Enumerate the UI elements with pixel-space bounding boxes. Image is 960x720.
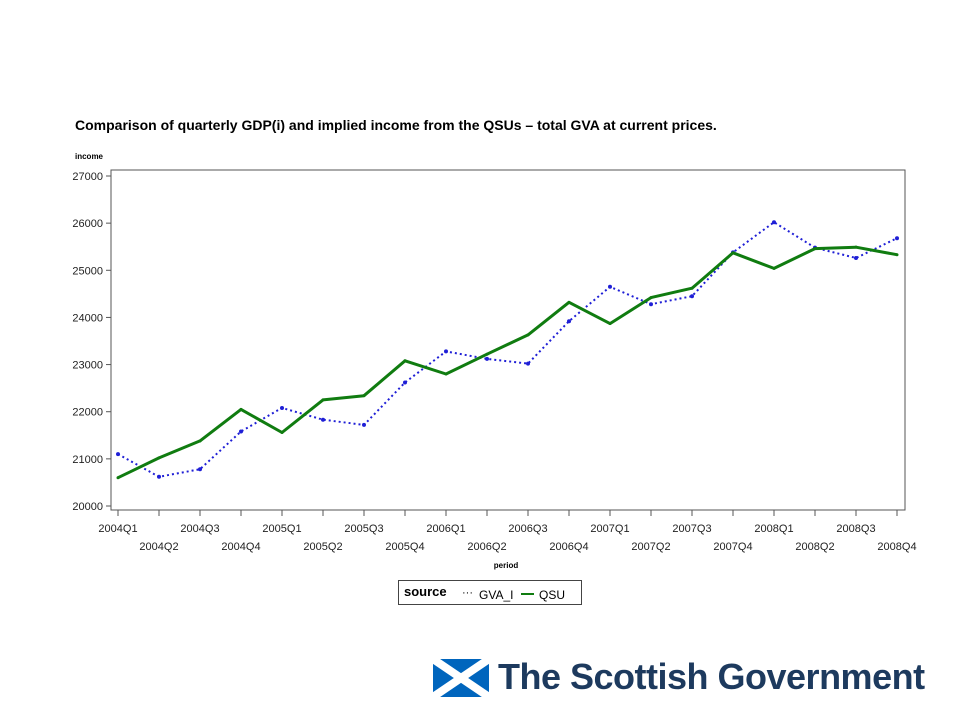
data-point-qsu	[198, 439, 202, 443]
y-axis-label: income	[75, 152, 104, 161]
scottish-government-logo: The Scottish Government	[433, 655, 925, 703]
data-point-gva-i	[567, 319, 571, 324]
x-tick-label: 2004Q4	[221, 541, 260, 553]
data-point-gva-i	[280, 405, 284, 410]
data-point-gva-i	[608, 284, 612, 289]
data-point-gva-i	[895, 236, 899, 241]
data-point-qsu	[813, 247, 817, 251]
x-tick-label: 2008Q3	[836, 523, 875, 535]
x-tick-label: 2004Q3	[180, 523, 219, 535]
data-point-qsu	[157, 456, 161, 460]
data-point-qsu	[526, 333, 530, 337]
x-tick-label: 2005Q4	[385, 541, 424, 553]
x-tick-label: 2008Q4	[877, 541, 916, 553]
data-point-gva-i	[444, 349, 448, 354]
data-point-qsu	[444, 372, 448, 376]
legend-swatch-qsu	[521, 593, 534, 595]
x-tick-label: 2006Q3	[508, 523, 547, 535]
x-axis: 2004Q12004Q22004Q32004Q42005Q12005Q22005…	[98, 510, 917, 553]
data-point-qsu	[772, 266, 776, 270]
y-tick-label: 26000	[72, 218, 103, 230]
x-tick-label: 2006Q4	[549, 541, 588, 553]
series-line-qsu	[117, 245, 898, 480]
data-point-gva-i	[198, 467, 202, 472]
x-tick-label: 2006Q2	[467, 541, 506, 553]
legend: source ··· GVA_I QSU	[398, 580, 582, 605]
data-point-qsu	[854, 245, 858, 249]
legend-swatch-gva-i: ···	[462, 587, 473, 599]
data-point-gva-i	[116, 452, 120, 457]
x-tick-label: 2005Q2	[303, 541, 342, 553]
data-point-qsu	[280, 430, 284, 434]
y-tick-label: 21000	[72, 454, 103, 466]
data-point-qsu	[608, 322, 612, 326]
data-point-qsu	[239, 407, 243, 411]
data-point-gva-i	[403, 380, 407, 385]
data-point-gva-i	[854, 256, 858, 261]
y-tick-label: 23000	[72, 360, 103, 372]
data-point-gva-i	[485, 356, 489, 361]
y-tick-label: 27000	[72, 171, 103, 183]
legend-label-gva-i: GVA_I	[479, 588, 514, 602]
data-point-qsu	[362, 394, 366, 398]
y-tick-label: 24000	[72, 312, 103, 324]
x-axis-label: period	[494, 561, 519, 570]
data-point-qsu	[116, 476, 120, 480]
logo-text: The Scottish Government	[498, 656, 925, 697]
y-tick-label: 22000	[72, 407, 103, 419]
x-tick-label: 2005Q1	[262, 523, 301, 535]
data-point-qsu	[403, 359, 407, 363]
legend-label-qsu: QSU	[539, 588, 566, 602]
data-point-qsu	[895, 253, 899, 257]
x-tick-label: 2008Q2	[795, 541, 834, 553]
plot-area	[110, 169, 906, 511]
chart-title: Comparison of quarterly GDP(i) and impli…	[75, 117, 717, 133]
x-tick-label: 2008Q1	[754, 523, 793, 535]
data-point-qsu	[731, 251, 735, 255]
legend-title: source	[404, 584, 447, 599]
data-point-gva-i	[362, 422, 366, 427]
y-tick-label: 25000	[72, 265, 103, 277]
data-point-gva-i	[649, 302, 653, 307]
data-point-gva-i	[157, 474, 161, 479]
data-point-qsu	[690, 286, 694, 290]
saltire-flag-icon	[433, 659, 489, 697]
x-tick-label: 2005Q3	[344, 523, 383, 535]
data-point-qsu	[321, 398, 325, 402]
x-tick-label: 2007Q1	[590, 523, 629, 535]
data-point-qsu	[649, 296, 653, 300]
x-tick-label: 2007Q4	[713, 541, 752, 553]
data-point-qsu	[485, 352, 489, 356]
data-point-gva-i	[772, 220, 776, 225]
y-axis: 20000 21000 22000 23000 24000 25000 26000 27000	[72, 171, 111, 513]
data-point-gva-i	[526, 361, 530, 366]
x-tick-label: 2006Q1	[426, 523, 465, 535]
x-tick-label: 2007Q3	[672, 523, 711, 535]
x-tick-label: 2007Q2	[631, 541, 670, 553]
x-tick-label: 2004Q2	[139, 541, 178, 553]
series-line-gva-i	[117, 220, 898, 478]
data-point-gva-i	[690, 294, 694, 299]
data-point-qsu	[567, 300, 571, 304]
data-point-gva-i	[239, 429, 243, 434]
data-point-gva-i	[321, 417, 325, 422]
y-tick-label: 20000	[72, 501, 103, 513]
series-layer	[116, 220, 899, 480]
x-tick-label: 2004Q1	[98, 523, 137, 535]
